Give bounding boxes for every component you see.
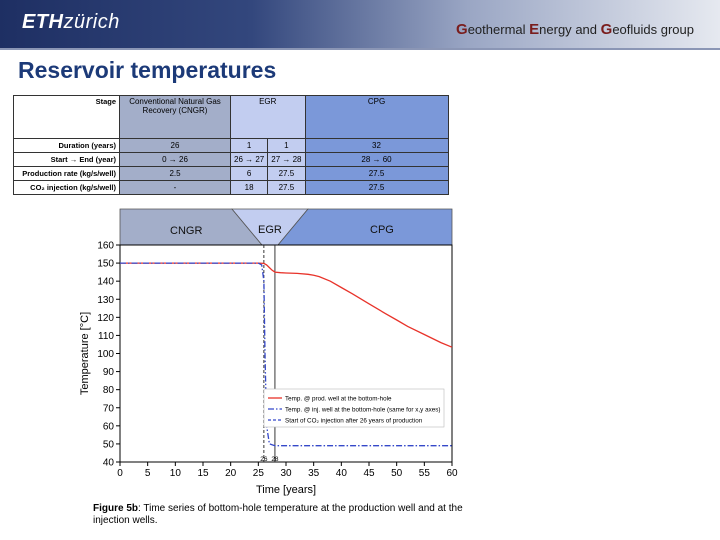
- x-tick-label: 25: [253, 468, 265, 479]
- x-tick-label: 30: [280, 468, 292, 479]
- logo-bold: ETH: [22, 11, 64, 33]
- row-label: Start → End (year): [13, 152, 120, 167]
- stage-label: Stage: [13, 95, 120, 139]
- cell: 27.5: [304, 180, 449, 195]
- legend-entry: Start of CO₂ injection after 26 years of…: [285, 418, 423, 425]
- logo-rest: zürich: [63, 11, 120, 33]
- table-row: CO₂ injection (kg/s/well) - 18 27.5 27.5: [13, 180, 449, 195]
- plot-area: 0 5 10 15 20 25 30 35 40 45 50 55 60 40 50 60 70 80 90 100 1…: [79, 241, 458, 497]
- series-line-1: [120, 262, 452, 447]
- header-rule: [0, 48, 720, 50]
- cell: 2.5: [119, 166, 231, 181]
- cell: 6: [229, 166, 269, 181]
- table-row: Start → End (year) 0 → 26 26 → 27 27 → 2…: [13, 152, 449, 167]
- cell: -: [119, 180, 231, 195]
- y-tick-label: 120: [97, 313, 114, 324]
- cell: 28 → 60: [304, 152, 449, 167]
- band-label-egr: EGR: [258, 224, 282, 236]
- y-tick-label: 50: [103, 439, 115, 450]
- cell: 27.5: [267, 166, 306, 181]
- y-tick-label: 90: [103, 367, 115, 378]
- vline-label: 26: [260, 456, 268, 463]
- x-tick-label: 45: [363, 468, 375, 479]
- y-tick-label: 150: [97, 259, 114, 270]
- cell: 26 → 27: [229, 152, 269, 167]
- cell: 1: [229, 138, 269, 153]
- stages-table: Stage Conventional Natural Gas Recovery …: [13, 95, 449, 195]
- vline-label: 28: [271, 456, 279, 463]
- row-label: CO₂ injection (kg/s/well): [13, 180, 120, 195]
- x-tick-label: 0: [117, 468, 123, 479]
- caption-bold: Figure 5b: [93, 503, 139, 514]
- stage-egr: EGR: [230, 95, 306, 139]
- series-line-0: [120, 262, 453, 348]
- table-row: Stage Conventional Natural Gas Recovery …: [13, 95, 449, 139]
- table-row: Production rate (kg/s/well) 2.5 6 27.5 2…: [13, 166, 449, 181]
- y-tick-label: 110: [98, 331, 114, 342]
- x-tick-label: 5: [145, 468, 151, 479]
- y-tick-label: 100: [97, 349, 114, 360]
- cell: 27 → 28: [267, 152, 306, 167]
- cell: 18: [229, 180, 269, 195]
- eth-logo: ETHzürich: [22, 11, 120, 34]
- cell: 1: [267, 138, 306, 153]
- y-tick-label: 60: [103, 421, 115, 432]
- x-tick-label: 20: [225, 468, 237, 479]
- row-label: Production rate (kg/s/well): [13, 166, 120, 181]
- group-title-capital: E: [529, 21, 540, 38]
- band-label-cngr: CNGR: [170, 225, 202, 237]
- x-tick-label: 55: [419, 468, 431, 479]
- table-row: Duration (years) 26 1 1 32: [13, 138, 449, 153]
- x-tick-label: 10: [170, 468, 182, 479]
- x-axis-label: Time [years]: [256, 484, 316, 496]
- temperature-chart: CNGR EGR CPG 0 5 10 15 20 25 30 35 40 45 50 55 60 40 5…: [79, 208, 458, 497]
- band-cpg: [277, 208, 453, 246]
- y-tick-label: 70: [103, 403, 115, 414]
- cell: 0 → 26: [119, 152, 231, 167]
- plot-frame: [119, 244, 453, 463]
- cell: 27.5: [267, 180, 306, 195]
- y-tick-label: 40: [103, 458, 115, 469]
- y-tick-label: 140: [97, 277, 114, 288]
- x-tick-label: 15: [197, 468, 209, 479]
- caption-text: : Time series of bottom-hole temperature…: [93, 503, 463, 526]
- group-title: Geothermal Energy and Geofluids group: [456, 21, 694, 38]
- x-tick-label: 40: [336, 468, 348, 479]
- legend-entry: Temp. @ prod. well at the bottom-hole: [285, 396, 392, 403]
- figure-caption: Figure 5b: Time series of bottom-hole te…: [93, 503, 473, 527]
- row-label: Duration (years): [13, 138, 120, 153]
- x-tick-label: 50: [391, 468, 403, 479]
- x-tick-label: 60: [446, 468, 458, 479]
- group-title-capital: G: [600, 21, 613, 38]
- header-bar: ETHzürich Geothermal Energy and Geofluid…: [0, 0, 720, 48]
- y-tick-label: 80: [103, 385, 115, 396]
- cell: 32: [304, 138, 449, 153]
- y-tick-label: 130: [97, 295, 114, 306]
- stage-cpg: CPG: [304, 95, 449, 139]
- group-title-capital: G: [456, 21, 468, 38]
- cell: 26: [119, 138, 231, 153]
- slide-title: Reservoir temperatures: [18, 57, 277, 83]
- legend-box: [263, 388, 445, 428]
- y-axis-label: Temperature [°C]: [79, 312, 91, 395]
- stage-cngr: Conventional Natural Gas Recovery (CNGR): [119, 95, 231, 139]
- band-label-cpg: CPG: [370, 224, 394, 236]
- cell: 27.5: [304, 166, 449, 181]
- x-tick-label: 35: [308, 468, 320, 479]
- legend-entry: Temp. @ inj. well at the bottom-hole (sa…: [285, 407, 440, 414]
- y-tick-label: 160: [97, 241, 114, 252]
